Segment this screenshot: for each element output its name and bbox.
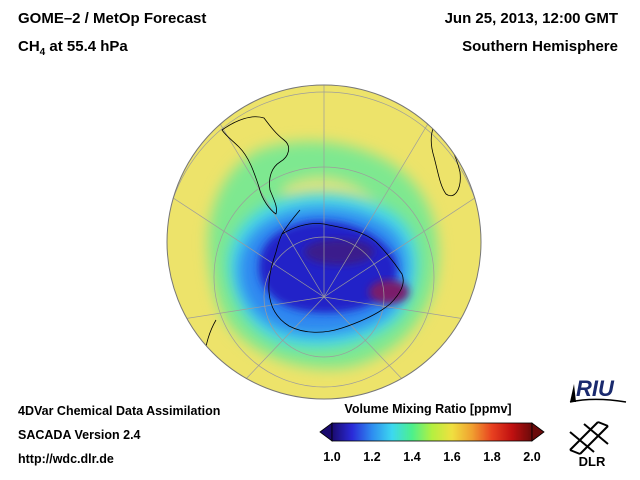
- dlr-logo-text: DLR: [579, 454, 606, 469]
- riu-bar-icon: [570, 384, 576, 402]
- dlr-logo: DLR: [569, 421, 609, 469]
- colorbar-low-arrow: [319, 422, 333, 442]
- min-region-1: [304, 239, 374, 265]
- colorbar-tick-label: 1.8: [483, 450, 501, 464]
- min-region-2: [369, 280, 409, 304]
- colorbar-gradient: [331, 422, 533, 442]
- graticule: [167, 85, 481, 399]
- riu-logo: RIU: [569, 376, 627, 403]
- south-america-coast: [221, 116, 290, 215]
- colorbar-tick-label: 2.0: [523, 450, 541, 464]
- andes-coast: [211, 99, 227, 123]
- colorbar-tick-label: 1.2: [363, 450, 381, 464]
- colorbar-tick-label: 1.0: [323, 450, 341, 464]
- globe-map: [166, 84, 482, 400]
- colorbar-tick-label: 1.4: [403, 450, 421, 464]
- region-label: Southern Hemisphere: [462, 38, 618, 55]
- footer-line-2: SACADA Version 2.4: [18, 428, 141, 442]
- species-level: CH4 at 55.4 hPa: [18, 38, 128, 58]
- footer-line-1: 4DVar Chemical Data Assimilation: [18, 404, 221, 418]
- species-subscript: 4: [39, 47, 46, 58]
- colorbar-tick-label: 1.6: [443, 450, 461, 464]
- dlr-mark-icon: [569, 421, 609, 455]
- colorbar: [319, 422, 545, 442]
- riu-logo-text: RIU: [576, 376, 615, 401]
- africa-coast: [430, 121, 461, 197]
- antarctic-peninsula: [281, 209, 301, 235]
- pressure-level: at 55.4 hPa: [45, 38, 128, 55]
- species-name: CH: [18, 38, 40, 55]
- colorbar-label: Volume Mixing Ratio [ppmv]: [344, 402, 512, 416]
- forecast-datetime: Jun 25, 2013, 12:00 GMT: [444, 10, 618, 27]
- globe-outline: [166, 84, 482, 400]
- map-title: GOME–2 / MetOp Forecast: [18, 10, 207, 27]
- antarctica-coast: [268, 223, 404, 333]
- colorbar-high-arrow: [531, 422, 545, 442]
- footer-url[interactable]: http://wdc.dlr.de: [18, 452, 114, 466]
